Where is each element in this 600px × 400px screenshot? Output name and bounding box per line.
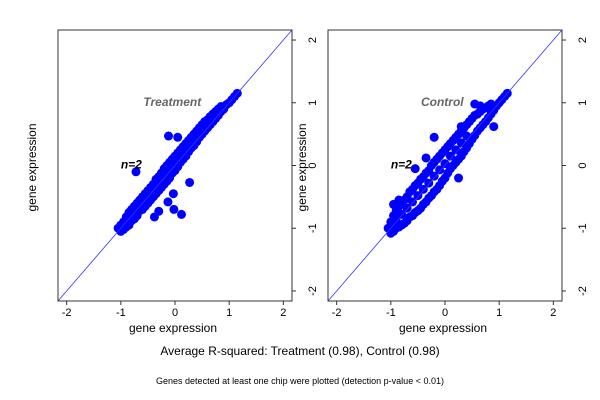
control-panel: -2 -1 0 1 2 -2 -1 0 1 2 gene expression gene expres… bbox=[295, 29, 589, 335]
data-point bbox=[397, 209, 407, 219]
data-point bbox=[159, 172, 169, 182]
y-tick-label: 2 bbox=[577, 37, 589, 43]
sample-count-annotation: n=2 bbox=[391, 158, 412, 172]
data-point bbox=[429, 132, 439, 142]
x-tick-label: -2 bbox=[62, 307, 72, 319]
y-tick-label: 0 bbox=[577, 162, 589, 168]
data-point bbox=[181, 145, 191, 155]
data-point bbox=[410, 164, 420, 174]
data-point bbox=[408, 197, 417, 207]
y-tick-label: -1 bbox=[577, 223, 589, 233]
data-point bbox=[489, 122, 499, 132]
y-axis-label: gene expression bbox=[25, 123, 39, 211]
y-axis-label: gene expression bbox=[295, 123, 309, 211]
data-point bbox=[462, 131, 472, 141]
data-point bbox=[131, 167, 141, 177]
treatment-panel: -2 -1 0 1 2 -2 -1 0 1 2 gene expression gene expres… bbox=[25, 29, 319, 335]
data-point bbox=[389, 199, 399, 209]
y-tick-label: 0 bbox=[307, 162, 319, 168]
x-axis-label: gene expression bbox=[129, 321, 217, 335]
x-axis-label: gene expression bbox=[399, 321, 487, 335]
points-group bbox=[383, 88, 512, 238]
data-point bbox=[440, 159, 450, 169]
data-point bbox=[429, 171, 439, 181]
data-point bbox=[173, 132, 183, 142]
data-point bbox=[169, 204, 179, 214]
data-point bbox=[170, 159, 180, 169]
data-point bbox=[168, 189, 178, 199]
data-point bbox=[454, 173, 464, 183]
x-tick-label: 2 bbox=[550, 307, 556, 319]
data-point bbox=[186, 138, 196, 148]
x-tick-label: 2 bbox=[280, 307, 286, 319]
sample-count-annotation: n=2 bbox=[121, 158, 142, 172]
data-point bbox=[185, 177, 195, 187]
data-point bbox=[391, 216, 401, 226]
x-tick-label: 0 bbox=[442, 307, 448, 319]
x-tick-label: 1 bbox=[496, 307, 502, 319]
x-tick-label: -1 bbox=[386, 307, 396, 319]
panel-title: Control bbox=[421, 95, 464, 109]
y-tick-label: -2 bbox=[577, 286, 589, 296]
panel-title: Treatment bbox=[143, 95, 202, 109]
y-tick-label: 1 bbox=[577, 100, 589, 106]
data-point bbox=[435, 165, 445, 175]
data-point bbox=[456, 122, 466, 132]
x-tick-label: -1 bbox=[116, 307, 126, 319]
y-tick-label: -2 bbox=[307, 286, 319, 296]
data-point bbox=[154, 206, 164, 216]
data-point bbox=[445, 151, 455, 161]
data-point bbox=[451, 145, 461, 155]
data-point bbox=[165, 166, 175, 176]
x-tick-label: 1 bbox=[226, 307, 232, 319]
detection-note: Genes detected at least one chip were pl… bbox=[156, 376, 444, 386]
data-point bbox=[418, 184, 428, 194]
y-tick-label: 1 bbox=[307, 100, 319, 106]
data-point bbox=[175, 151, 185, 161]
data-point bbox=[421, 153, 431, 163]
x-tick-label: -2 bbox=[332, 307, 342, 319]
r-squared-summary: Average R-squared: Treatment (0.98), Con… bbox=[160, 344, 439, 358]
y-tick-label: -1 bbox=[307, 223, 319, 233]
data-point bbox=[163, 197, 173, 207]
data-point bbox=[470, 99, 480, 109]
data-point bbox=[402, 203, 412, 213]
x-tick-label: 0 bbox=[172, 307, 178, 319]
data-point bbox=[413, 191, 423, 201]
data-point bbox=[177, 209, 186, 219]
identity-line bbox=[327, 29, 563, 302]
data-point bbox=[424, 178, 434, 188]
data-point bbox=[164, 131, 173, 141]
y-tick-label: 2 bbox=[307, 37, 319, 43]
data-point bbox=[456, 138, 466, 148]
identity-line bbox=[57, 29, 293, 302]
